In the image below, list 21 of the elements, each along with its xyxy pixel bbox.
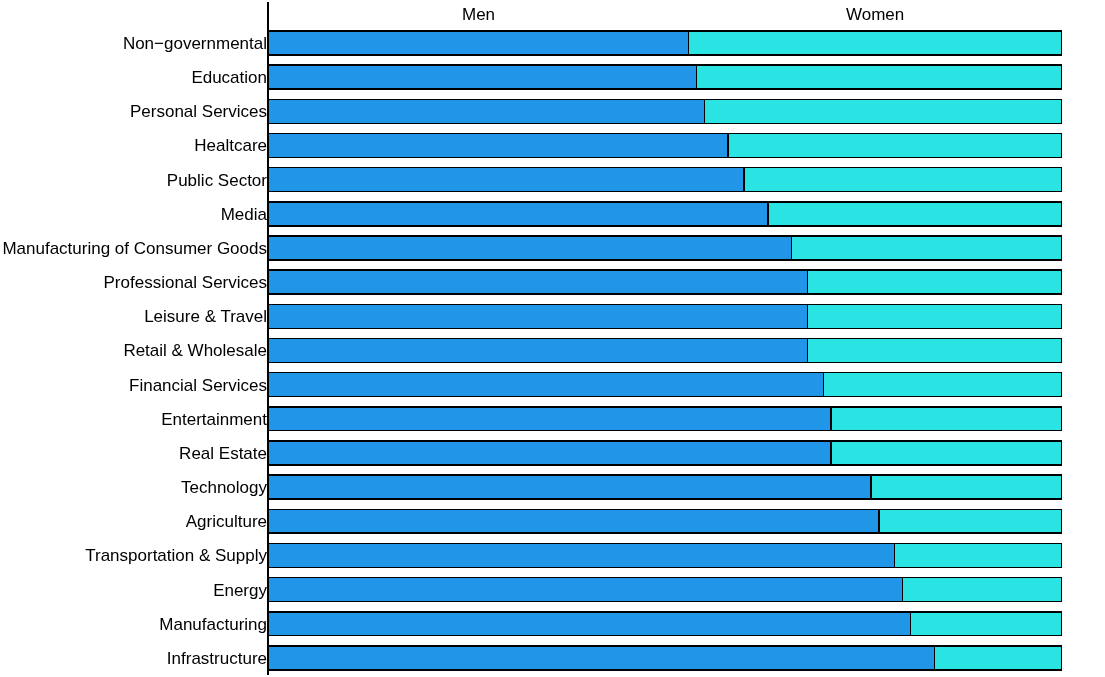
y-tick-label: Financial Services xyxy=(129,375,267,395)
y-tick-label: Manufacturing of Consumer Goods xyxy=(2,238,267,258)
y-tick-label: Public Sector xyxy=(166,170,268,190)
y-tick-label: Infrastructure xyxy=(166,648,267,668)
y-tick-label: Education xyxy=(191,68,267,88)
y-tick-label: Media xyxy=(220,204,268,224)
series-label: Men xyxy=(462,5,496,24)
y-tick-label: Agriculture xyxy=(185,512,267,532)
y-tick-label: Leisure & Travel xyxy=(144,307,267,327)
y-tick-label: Professional Services xyxy=(103,273,267,293)
y-tick-label: Technology xyxy=(180,478,268,498)
y-tick-label: Manufacturing xyxy=(159,614,267,634)
y-tick-label: Personal Services xyxy=(129,102,267,122)
series-label: Women xyxy=(846,5,905,24)
y-tick-label: Energy xyxy=(213,580,268,600)
y-tick-label: Non−governmental xyxy=(122,33,267,53)
y-tick-label: Healtcare xyxy=(194,136,267,156)
y-tick-label: Transportation & Supply xyxy=(85,546,268,566)
y-tick-label: Entertainment xyxy=(161,409,268,429)
y-tick-label: Retail & Wholesale xyxy=(123,341,267,361)
y-tick-label: Real Estate xyxy=(179,443,267,463)
